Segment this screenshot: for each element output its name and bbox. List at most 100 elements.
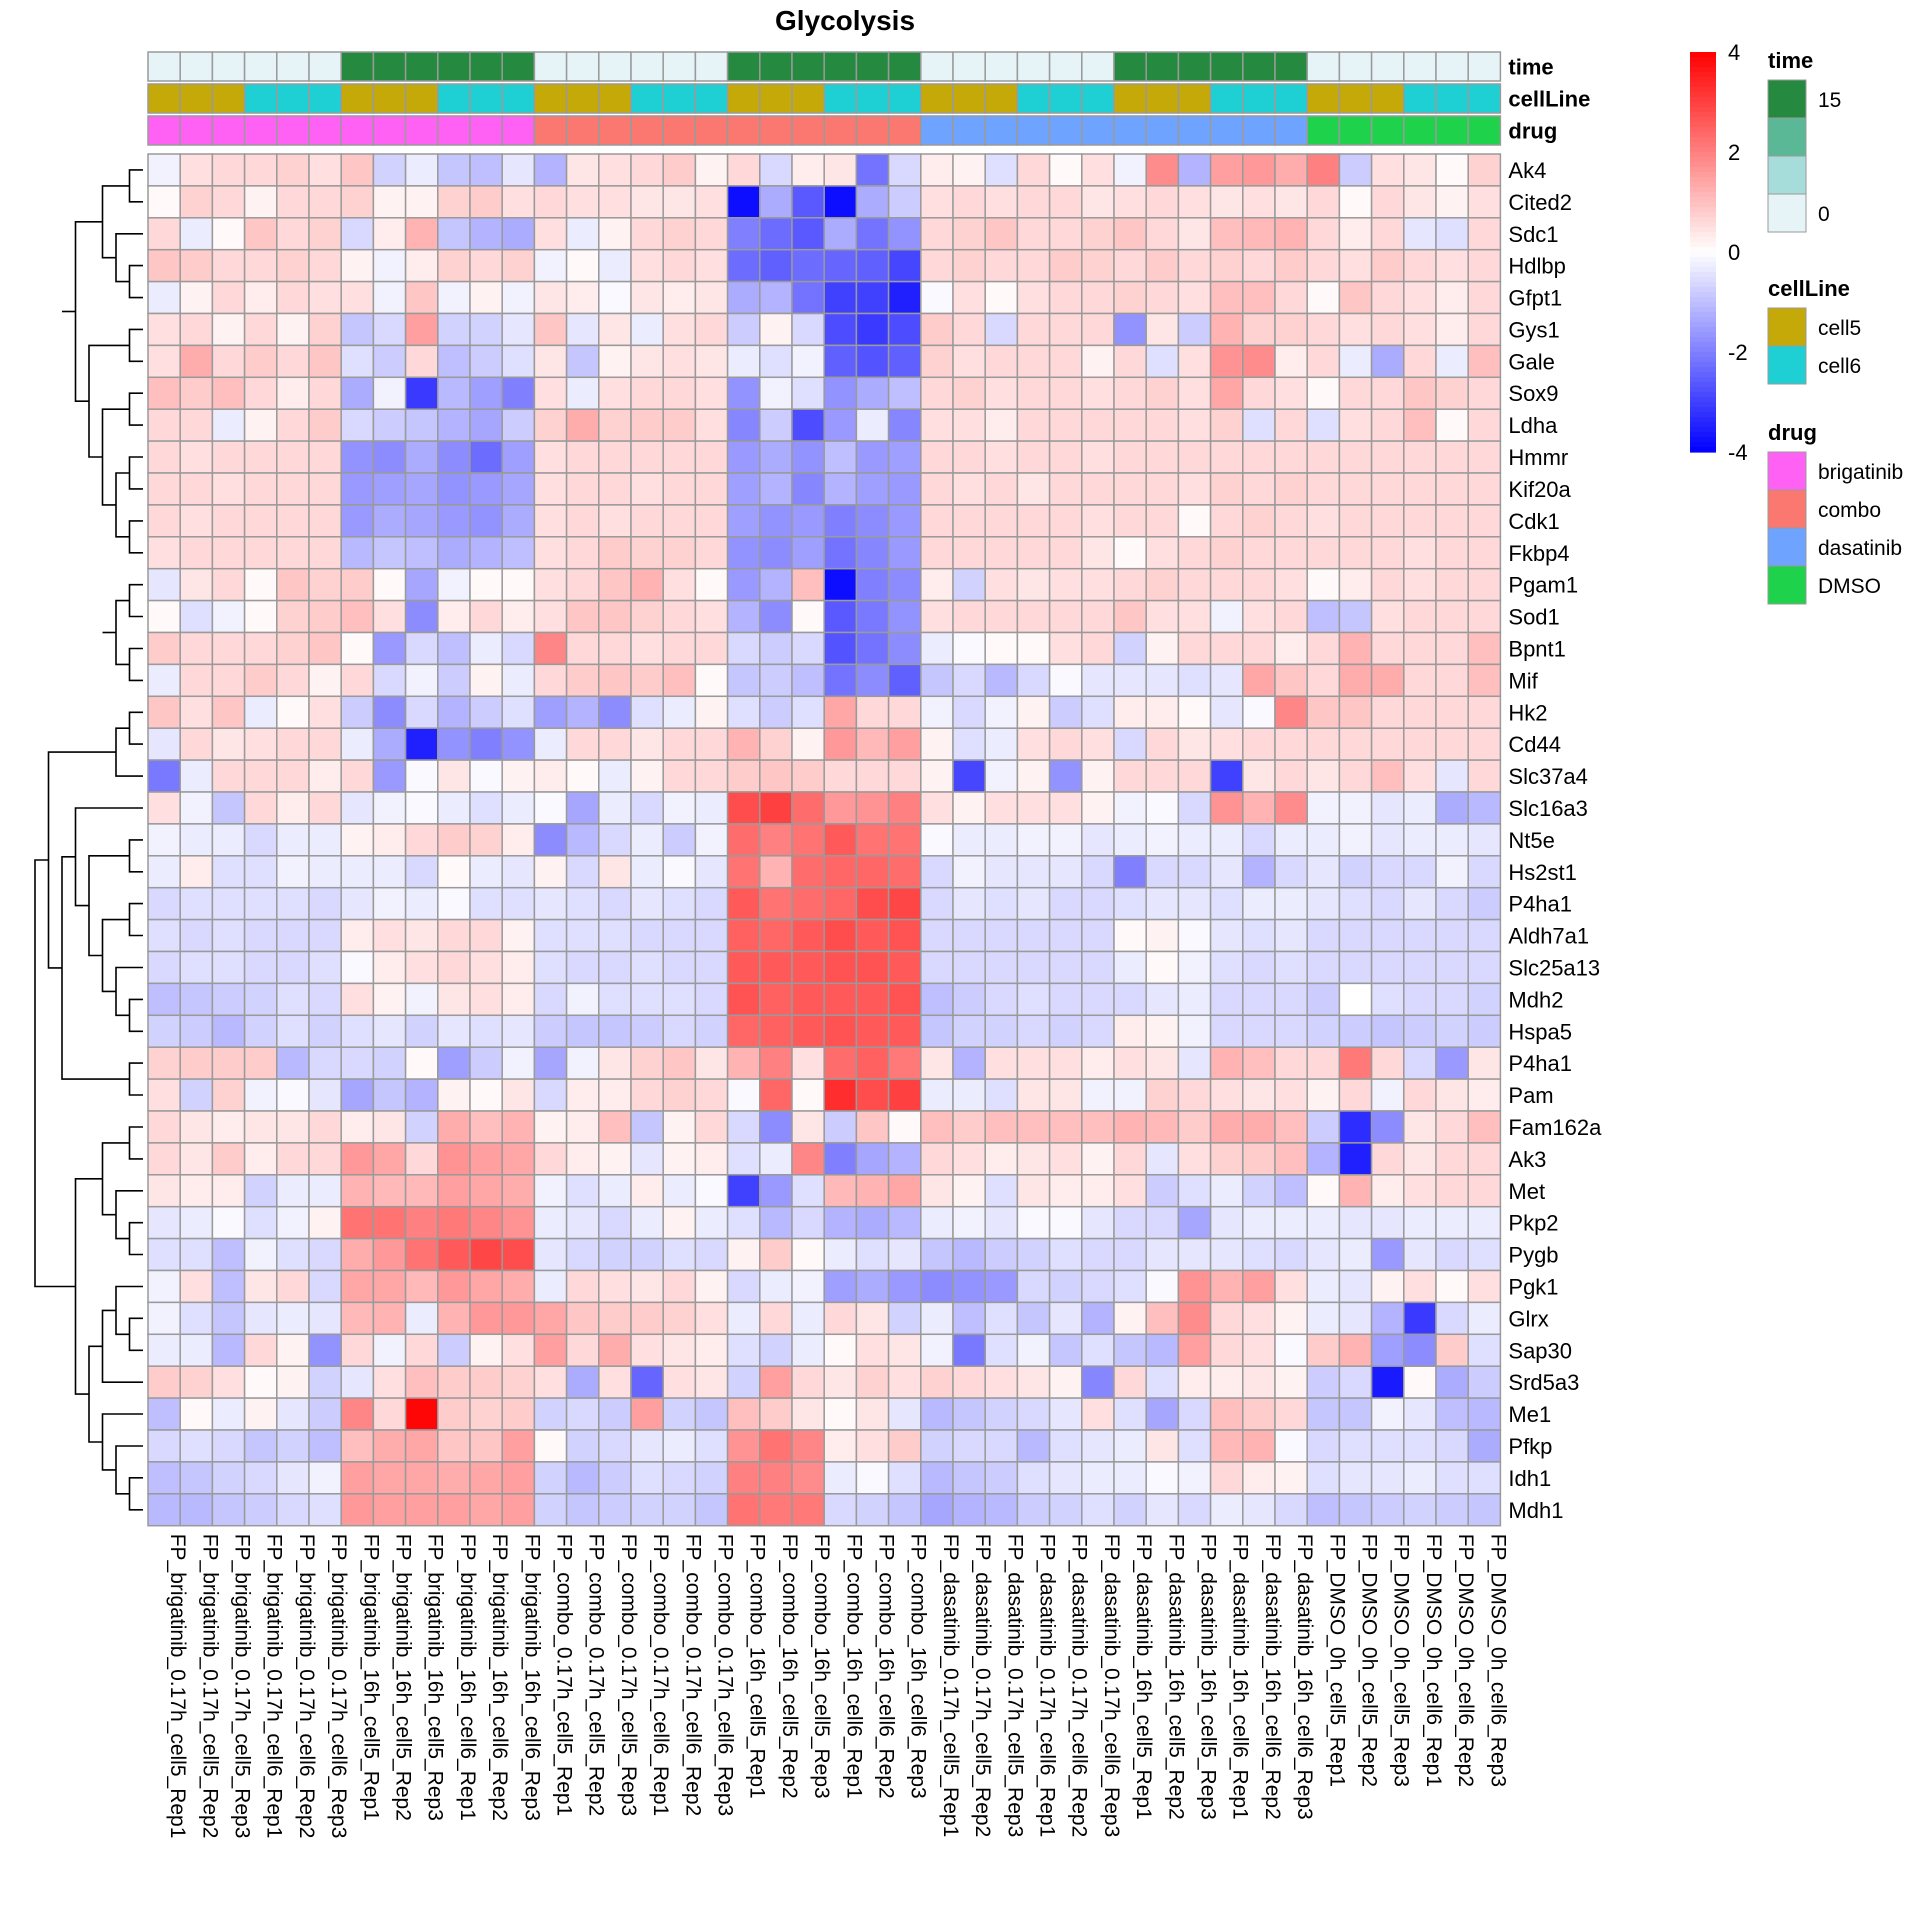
heatmap-cell — [1209, 312, 1244, 347]
heatmap-cell — [952, 823, 986, 857]
heatmap-cell — [823, 248, 858, 283]
heatmap-cell — [791, 791, 825, 825]
heatmap-cell — [437, 631, 471, 666]
heatmap-cell — [1145, 280, 1180, 315]
heatmap-cell — [1306, 408, 1341, 442]
heatmap-cell — [1370, 1078, 1405, 1112]
heatmap-cell — [598, 536, 632, 570]
heatmap-cell — [565, 759, 600, 793]
heatmap-cell — [211, 472, 246, 506]
annotation-cell-time — [340, 51, 375, 82]
heatmap-cell — [1306, 1205, 1341, 1240]
annotation-cell-drug — [920, 115, 954, 146]
heatmap-cell — [1081, 918, 1115, 953]
heatmap-cell — [1306, 1493, 1341, 1527]
heatmap-cell — [308, 950, 342, 985]
annotation-cell-drug — [823, 115, 858, 146]
heatmap-cell — [1145, 1142, 1180, 1176]
heatmap-cell — [276, 504, 310, 538]
heatmap-cell — [1306, 823, 1341, 857]
heatmap-cell — [855, 1174, 890, 1208]
heatmap-cell — [1177, 823, 1212, 857]
heatmap-cell — [243, 918, 278, 953]
heatmap-cell — [211, 950, 246, 985]
heatmap-cell — [243, 982, 278, 1017]
heatmap-cell — [1177, 1046, 1212, 1080]
heatmap-cell — [147, 185, 181, 219]
heatmap-cell — [1370, 376, 1405, 410]
annotation-cell-cellLine — [565, 83, 600, 114]
heatmap-cell — [179, 280, 214, 315]
heatmap-cell — [276, 1205, 310, 1240]
heatmap-cell — [630, 344, 664, 379]
heatmap-cell — [855, 982, 890, 1017]
annotation-cell-time — [243, 51, 278, 82]
heatmap-cell — [726, 472, 761, 506]
heatmap-cell — [147, 1014, 181, 1048]
color-scale-segment — [1690, 192, 1716, 198]
heatmap-cell — [694, 1142, 729, 1176]
heatmap-cell — [984, 472, 1019, 506]
heatmap-cell — [726, 344, 761, 379]
heatmap-cell — [404, 599, 439, 634]
heatmap-cell — [759, 727, 793, 761]
heatmap-cell — [1081, 153, 1115, 187]
heatmap-cell — [1306, 759, 1341, 793]
heatmap-cell — [276, 185, 310, 219]
heatmap-cell — [662, 1142, 697, 1176]
heatmap-cell — [887, 1333, 922, 1367]
heatmap-cell — [952, 663, 986, 698]
heatmap-cell — [1113, 886, 1147, 921]
heatmap-cell — [437, 886, 471, 921]
heatmap-cell — [340, 1397, 375, 1431]
heatmap-cell — [1274, 248, 1308, 283]
heatmap-cell — [340, 727, 375, 761]
heatmap-cell — [1016, 1301, 1051, 1336]
heatmap-cell — [630, 727, 664, 761]
heatmap-cell — [404, 1014, 439, 1048]
heatmap-cell — [147, 153, 181, 187]
heatmap-cell — [887, 695, 922, 729]
heatmap-cell — [501, 504, 536, 538]
heatmap-cell — [179, 1333, 214, 1367]
heatmap-cell — [1306, 886, 1341, 921]
heatmap-cell — [1209, 376, 1244, 410]
color-scale-segment — [1690, 237, 1716, 243]
row-label: Pam — [1508, 1083, 1553, 1108]
heatmap-cell — [1370, 440, 1405, 474]
heatmap-cell — [276, 823, 310, 857]
color-scale-segment — [1690, 442, 1716, 448]
row-labels: Ak4Cited2Sdc1HdlbpGfpt1Gys1GaleSox9LdhaH… — [1508, 158, 1602, 1523]
annotation-cell-cellLine — [1081, 83, 1115, 114]
annotation-cell-cellLine — [759, 83, 793, 114]
legend-drug-swatch — [1767, 565, 1807, 605]
heatmap-cell — [243, 1493, 278, 1527]
heatmap-cell — [855, 1397, 890, 1431]
heatmap-cell — [1113, 1174, 1147, 1208]
heatmap-cell — [179, 599, 214, 634]
heatmap-cell — [1274, 823, 1308, 857]
heatmap-cell — [791, 217, 825, 251]
heatmap-cell — [1177, 886, 1212, 921]
heatmap-cell — [1209, 472, 1244, 506]
heatmap-cell — [791, 982, 825, 1017]
heatmap-cell — [1274, 1397, 1308, 1431]
heatmap-cell — [1274, 472, 1308, 506]
heatmap-cell — [243, 1014, 278, 1048]
heatmap-cell — [533, 1301, 568, 1336]
heatmap-cell — [1274, 855, 1308, 889]
heatmap-cell — [855, 217, 890, 251]
heatmap-cell — [501, 1142, 536, 1176]
heatmap-cell — [404, 886, 439, 921]
heatmap-cell — [791, 918, 825, 953]
heatmap-cell — [340, 504, 375, 538]
heatmap-cell — [211, 1493, 246, 1527]
legend-time-label: 0 — [1818, 203, 1830, 226]
heatmap-cell — [823, 1110, 858, 1144]
heatmap-cell — [630, 1110, 664, 1144]
heatmap-cell — [501, 1014, 536, 1048]
heatmap-cell — [340, 855, 375, 889]
color-scale-segment — [1690, 327, 1716, 333]
heatmap-cell — [759, 280, 793, 315]
heatmap-cell — [372, 631, 407, 666]
